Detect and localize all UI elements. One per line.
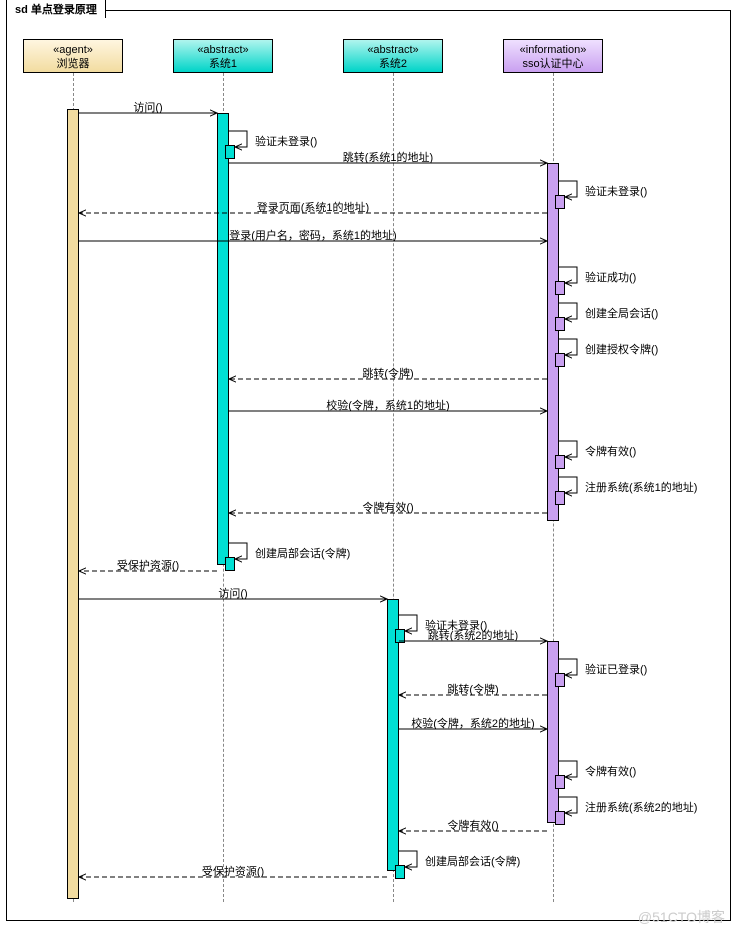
self-message-label: 创建局部会话(令牌) — [255, 545, 350, 561]
self-message-label: 验证未登录() — [425, 617, 487, 633]
message-label: 跳转(令牌) — [399, 681, 547, 697]
self-message-arrow — [559, 761, 577, 777]
self-message-arrow — [559, 797, 577, 813]
self-message-arrow — [229, 131, 247, 147]
self-message-arrow — [559, 659, 577, 675]
message-label: 跳转(系统1的地址) — [229, 149, 547, 165]
arrows-layer — [7, 11, 730, 920]
watermark: @51CTO博客 — [638, 907, 725, 927]
self-message-label: 创建全局会话() — [585, 305, 658, 321]
self-message-label: 注册系统(系统2的地址) — [585, 799, 697, 815]
self-message-label: 创建授权令牌() — [585, 341, 658, 357]
self-message-arrow — [559, 477, 577, 493]
sequence-diagram: sd 单点登录原理 «agent»浏览器«abstract»系统1«abstra… — [0, 0, 737, 931]
self-message-label: 令牌有效() — [585, 443, 636, 459]
self-message-arrow — [559, 441, 577, 457]
self-message-label: 创建局部会话(令牌) — [425, 853, 520, 869]
self-message-label: 验证已登录() — [585, 661, 647, 677]
message-label: 受保护资源() — [79, 863, 387, 879]
message-label: 访问() — [79, 585, 387, 601]
self-message-label: 验证未登录() — [255, 133, 317, 149]
message-label: 令牌有效() — [399, 817, 547, 833]
message-label: 校验(令牌，系统1的地址) — [229, 397, 547, 413]
self-message-label: 验证成功() — [585, 269, 636, 285]
message-label: 令牌有效() — [229, 499, 547, 515]
self-message-label: 注册系统(系统1的地址) — [585, 479, 697, 495]
message-label: 登录页面(系统1的地址) — [79, 199, 547, 215]
self-message-arrow — [559, 181, 577, 197]
self-message-label: 令牌有效() — [585, 763, 636, 779]
self-message-label: 验证未登录() — [585, 183, 647, 199]
self-message-arrow — [559, 339, 577, 355]
message-label: 访问() — [79, 99, 217, 115]
message-label: 校验(令牌，系统2的地址) — [399, 715, 547, 731]
message-label: 跳转(令牌) — [229, 365, 547, 381]
diagram-frame: sd 单点登录原理 «agent»浏览器«abstract»系统1«abstra… — [6, 10, 731, 921]
message-label: 登录(用户名，密码，系统1的地址) — [79, 227, 547, 243]
self-message-arrow — [229, 543, 247, 559]
self-message-arrow — [559, 303, 577, 319]
message-label: 受保护资源() — [79, 557, 217, 573]
self-message-arrow — [559, 267, 577, 283]
self-message-arrow — [399, 851, 417, 867]
